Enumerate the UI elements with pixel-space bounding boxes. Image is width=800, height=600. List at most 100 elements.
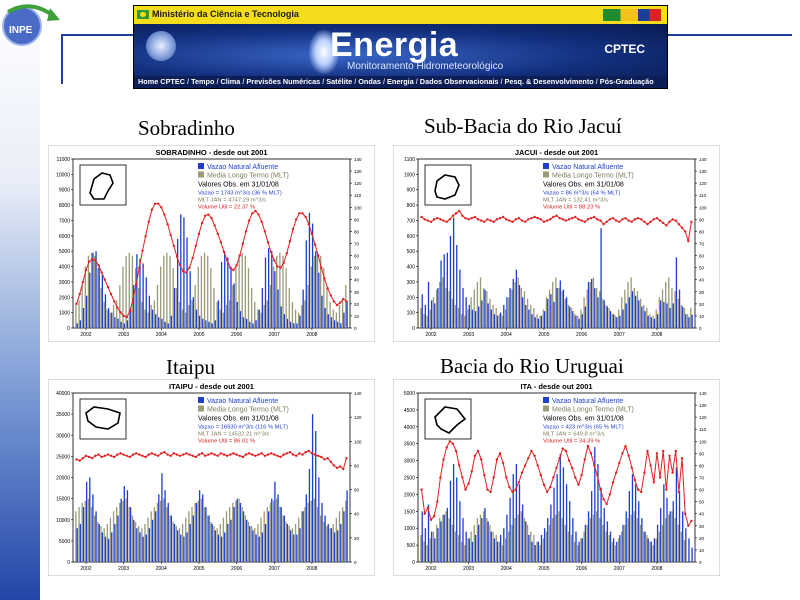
volume-point (508, 485, 511, 489)
nav-item-energia[interactable]: Energia (387, 77, 414, 86)
bar-mlt (476, 518, 479, 562)
volume-point (251, 453, 254, 456)
bar-natural (220, 536, 223, 562)
bar-mlt (533, 308, 535, 328)
bar-mlt (498, 541, 501, 562)
y2-tick-label: 20 (354, 536, 360, 541)
bar-natural (531, 314, 533, 328)
bar-natural (173, 288, 176, 328)
x-tick-label: 2007 (269, 566, 280, 572)
bar-mlt (451, 524, 453, 562)
nav-item-home-cptec[interactable]: Home CPTEC (138, 77, 186, 86)
nav-item-tempo[interactable]: Tempo (191, 77, 215, 86)
bar-mlt (109, 517, 112, 562)
nav-item-clima[interactable]: Clima (220, 77, 241, 86)
bar-natural (101, 274, 103, 328)
bar-natural (547, 518, 549, 562)
nav-item-previs-es-num-ricas[interactable]: Previsões Numéricas (246, 77, 321, 86)
volume-point (646, 449, 649, 453)
bar-natural (305, 494, 307, 562)
nav-item-sat-lite[interactable]: Satélite (326, 77, 353, 86)
bar-natural (465, 297, 467, 328)
bar-mlt (269, 284, 272, 328)
legend-swatch-natural (198, 163, 204, 169)
volume-point (84, 268, 88, 272)
basin-map-icon (79, 398, 127, 440)
bar-mlt (479, 514, 482, 562)
inpe-logo[interactable]: INPE (2, 2, 64, 50)
volume-point (97, 453, 100, 456)
volume-point (241, 455, 245, 459)
volume-point (200, 452, 204, 455)
volume-point (87, 260, 91, 263)
nav-item-p-s-gradua-o[interactable]: Pós-Graduação (599, 77, 654, 86)
volume-point (338, 465, 342, 468)
nav-item-ondas[interactable]: Ondas (358, 77, 381, 86)
bar-mlt (185, 517, 187, 562)
legend-swatch-natural (543, 397, 549, 403)
bar-natural (656, 314, 659, 328)
volume-point (254, 209, 257, 213)
bar-natural (129, 308, 132, 328)
bar-natural (117, 515, 119, 562)
y-tick-label: 0 (67, 326, 70, 332)
nav-item-dados-observacionais[interactable]: Dados Observacionais (419, 77, 499, 86)
bar-mlt (147, 312, 149, 328)
bar-mlt (545, 297, 548, 328)
y-tick-label: 800 (407, 203, 416, 209)
bar-natural (440, 260, 442, 328)
legend-natural: Vazao Natural Afluente (552, 398, 623, 405)
nav-item-pesq-desenvolvimento[interactable]: Pesq. & Desenvolvimento (504, 77, 594, 86)
bar-natural (346, 301, 348, 328)
bar-mlt (298, 517, 300, 562)
volume-point (320, 266, 323, 269)
bar-mlt (586, 289, 588, 328)
bar-mlt (467, 309, 469, 328)
y2-tick-label: 50 (699, 266, 705, 271)
bar-mlt (94, 255, 96, 328)
chart-title: ITA - desde out 2001 (520, 382, 592, 391)
bar-mlt (87, 498, 90, 562)
bar-mlt (178, 528, 181, 562)
bar-mlt (81, 284, 83, 328)
y2-tick-label: 70 (699, 476, 705, 481)
volume-point (166, 222, 169, 226)
bar-mlt (686, 314, 689, 328)
bar-mlt (627, 281, 629, 328)
bar-mlt (207, 255, 209, 328)
volume-point (486, 218, 489, 221)
bar-mlt (674, 518, 676, 562)
volume-point (527, 456, 530, 460)
bar-natural (468, 538, 470, 562)
bar-natural (515, 463, 518, 562)
volume-point (687, 524, 690, 527)
bar-natural (180, 214, 182, 328)
bar-mlt (621, 297, 623, 328)
bar-mlt (345, 500, 347, 562)
bar-natural (267, 248, 270, 328)
volume-point (106, 285, 110, 289)
bar-mlt (128, 507, 130, 562)
bar-mlt (94, 515, 96, 562)
bar-natural (634, 484, 637, 562)
volume-point (282, 453, 285, 456)
bar-mlt (583, 297, 585, 328)
bar-mlt (266, 507, 268, 562)
bar-natural (183, 217, 185, 328)
bar-natural (161, 473, 163, 562)
bar-mlt (90, 252, 93, 328)
volume-point (517, 481, 521, 484)
bar-mlt (592, 514, 595, 562)
volume-point (138, 453, 141, 456)
volume-point (470, 470, 473, 473)
y2-tick-label: 80 (354, 463, 360, 468)
volume-point (492, 476, 495, 479)
cptec-logo[interactable]: CPTEC (604, 42, 645, 56)
volume-point (106, 453, 110, 456)
bar-natural (622, 524, 624, 562)
bar-mlt (81, 502, 83, 562)
bar-natural (430, 300, 433, 328)
bar-mlt (498, 314, 501, 328)
x-tick-label: 2005 (193, 566, 204, 572)
bar-natural (484, 507, 486, 562)
